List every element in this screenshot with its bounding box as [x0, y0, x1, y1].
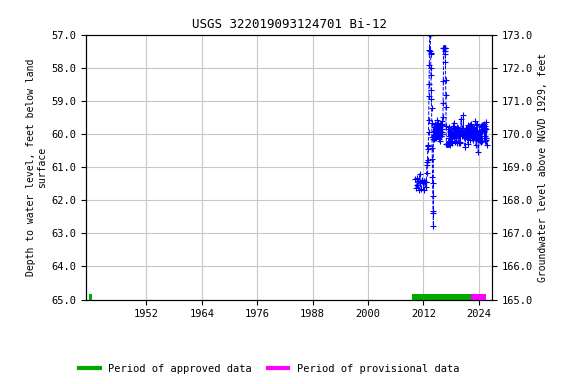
Title: USGS 322019093124701 Bi-12: USGS 322019093124701 Bi-12 — [192, 18, 387, 31]
Y-axis label: Depth to water level, feet below land
surface: Depth to water level, feet below land su… — [26, 58, 47, 276]
Y-axis label: Groundwater level above NGVD 1929, feet: Groundwater level above NGVD 1929, feet — [537, 53, 548, 281]
Legend: Period of approved data, Period of provisional data: Period of approved data, Period of provi… — [79, 364, 459, 374]
